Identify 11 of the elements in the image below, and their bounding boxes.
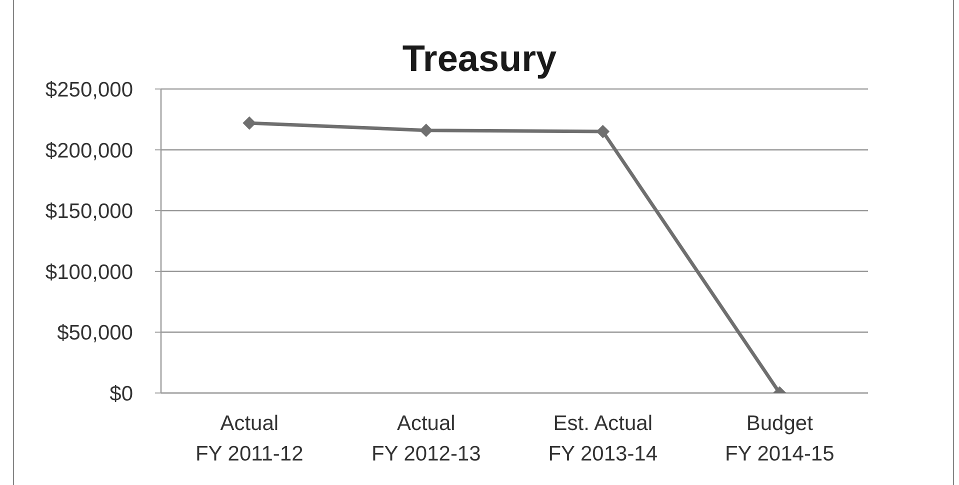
chart-title: Treasury (401, 38, 558, 80)
x-tick-label: Actual FY 2012-13 (371, 412, 481, 466)
y-tick-label: $50,000 (57, 322, 133, 345)
y-tick-label: $200,000 (45, 139, 133, 162)
x-tick-label: Budget FY 2014-15 (724, 412, 834, 466)
y-tick-label: $150,000 (45, 200, 133, 224)
y-tick-label: $100,000 (45, 260, 133, 284)
y-tick-label: $0 (110, 382, 133, 406)
x-tick-label: Est. Actual FY 2013-14 (548, 412, 658, 466)
y-tick-label: $250,000 (45, 78, 133, 102)
x-tick-label: Actual FY 2011-12 (195, 412, 304, 466)
